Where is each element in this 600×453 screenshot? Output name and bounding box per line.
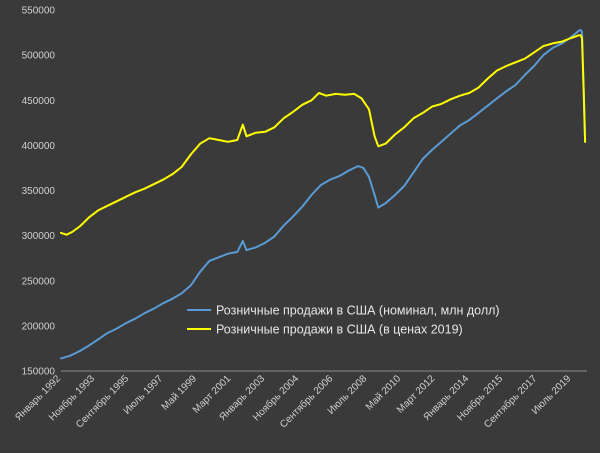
series-layer xyxy=(60,28,587,360)
y-tick-label: 200000 xyxy=(22,321,56,332)
y-tick-label: 350000 xyxy=(22,186,56,197)
series-line-real-2019 xyxy=(60,34,587,236)
y-tick-label: 550000 xyxy=(22,6,56,17)
y-tick-label: 150000 xyxy=(22,367,56,378)
y-tick-label: 250000 xyxy=(22,276,56,287)
y-tick-label: 500000 xyxy=(22,51,56,62)
y-tick-label: 400000 xyxy=(22,141,56,152)
legend-label: Розничные продажи в США (номинал, млн до… xyxy=(216,304,500,318)
y-tick-label: 300000 xyxy=(22,231,56,242)
series-line-nominal xyxy=(60,28,587,360)
legend: Розничные продажи в США (номинал, млн до… xyxy=(187,304,500,337)
legend-label: Розничные продажи в США (в ценах 2019) xyxy=(216,323,463,337)
y-axis: 150000 200000 250000 300000 350000 400000 4500… xyxy=(22,6,56,378)
y-tick-label: 450000 xyxy=(22,96,56,107)
